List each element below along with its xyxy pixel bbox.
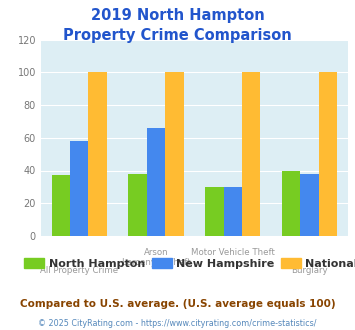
Legend: North Hampton, New Hampshire, National: North Hampton, New Hampshire, National [20, 254, 355, 273]
Bar [205, 187, 224, 236]
Bar [282, 171, 300, 236]
Bar [88, 72, 107, 236]
Text: Property Crime Comparison: Property Crime Comparison [63, 28, 292, 43]
Text: Arson
Larceny & Theft: Arson Larceny & Theft [122, 248, 190, 267]
Bar [51, 176, 70, 236]
Bar [224, 187, 242, 236]
Bar [70, 141, 88, 236]
Text: 2019 North Hampton: 2019 North Hampton [91, 8, 264, 23]
Bar [242, 72, 260, 236]
Bar [147, 128, 165, 236]
Bar [319, 72, 337, 236]
Bar [165, 72, 184, 236]
Text: Burglary: Burglary [291, 266, 328, 275]
Bar [129, 174, 147, 236]
Text: All Property Crime: All Property Crime [40, 266, 118, 275]
Bar [300, 174, 319, 236]
Text: © 2025 CityRating.com - https://www.cityrating.com/crime-statistics/: © 2025 CityRating.com - https://www.city… [38, 319, 317, 328]
Text: Motor Vehicle Theft: Motor Vehicle Theft [191, 248, 275, 257]
Text: Compared to U.S. average. (U.S. average equals 100): Compared to U.S. average. (U.S. average … [20, 299, 335, 309]
